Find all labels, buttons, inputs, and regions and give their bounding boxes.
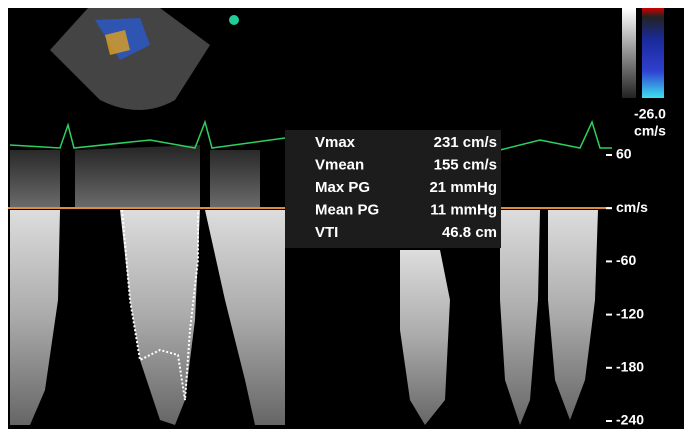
scale-label: -240 <box>616 412 644 428</box>
measurement-label: Max PG <box>315 179 370 196</box>
spectrum-above <box>10 145 260 208</box>
color-bar-unit: cm/s <box>634 123 666 139</box>
measurement-value: 231 cm/s <box>434 134 497 151</box>
measurement-value: 155 cm/s <box>434 156 497 173</box>
color-bar <box>642 8 664 98</box>
scale-label: cm/s <box>616 199 648 215</box>
measurement-value: 21 mmHg <box>429 179 497 196</box>
scale-label: -180 <box>616 359 644 375</box>
measurement-value: 11 mmHg <box>430 201 497 218</box>
measurement-label: Mean PG <box>315 201 379 218</box>
gray-bar <box>622 8 636 98</box>
color-bar-value: -26.0 <box>634 106 666 122</box>
measurement-label: VTI <box>315 224 338 241</box>
ultrasound-screen: -26.0 cm/s Vmax 231 cm/s Vmean 155 cm/s Max … <box>0 0 691 436</box>
scale-label: 60 <box>616 146 632 162</box>
scale-label: -120 <box>616 305 644 321</box>
measurement-label: Vmax <box>315 134 356 151</box>
measurement-label: Vmean <box>315 156 364 173</box>
scale-label: -60 <box>616 252 636 268</box>
measurement-value: 46.8 cm <box>442 224 497 241</box>
probe-marker <box>229 15 239 25</box>
